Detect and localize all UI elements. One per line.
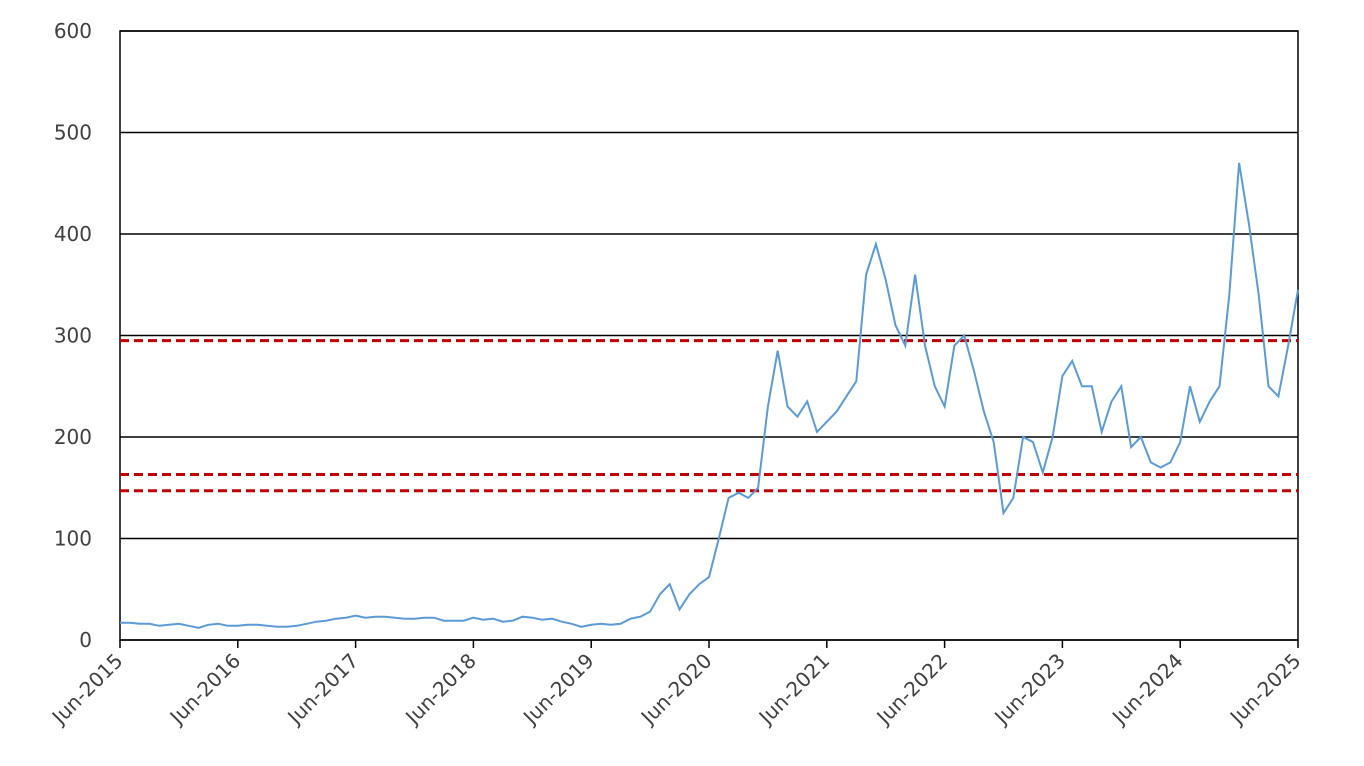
x-tick-label: Jun-2016	[164, 649, 246, 731]
y-tick-label: 0	[79, 628, 92, 652]
x-tick-label: Jun-2025	[1224, 649, 1306, 731]
x-tick-label: Jun-2023	[988, 649, 1070, 731]
y-tick-label: 500	[54, 121, 92, 145]
y-tick-label: 100	[54, 527, 92, 551]
x-tick-label: Jun-2020	[635, 649, 717, 731]
x-tick-label: Jun-2024	[1106, 649, 1188, 731]
x-tick-label: Jun-2021	[753, 649, 835, 731]
y-tick-label: 200	[54, 425, 92, 449]
x-tick-label: Jun-2022	[871, 649, 953, 731]
x-tick-label: Jun-2018	[399, 649, 481, 731]
x-tick-label: Jun-2019	[517, 649, 599, 731]
x-tick-label: Jun-2015	[46, 649, 128, 731]
y-tick-label: 600	[54, 19, 92, 43]
y-tick-label: 300	[54, 324, 92, 348]
y-tick-label: 400	[54, 222, 92, 246]
x-tick-label: Jun-2017	[282, 649, 364, 731]
price-line	[120, 162, 1299, 629]
